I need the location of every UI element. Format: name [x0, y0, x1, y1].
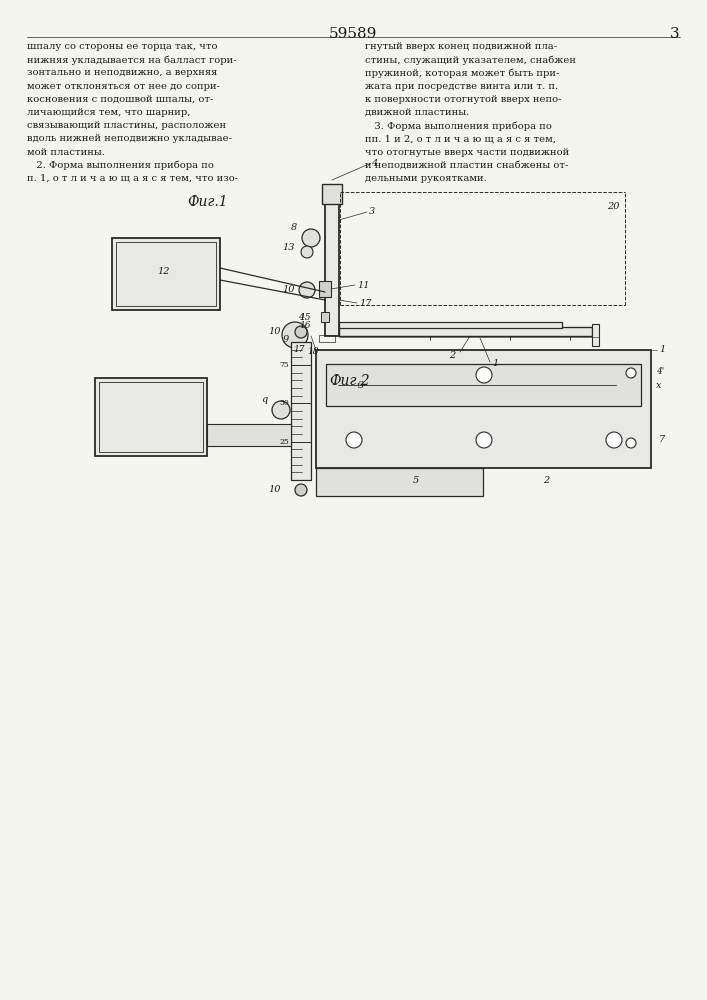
Text: q: q	[261, 395, 267, 404]
Circle shape	[606, 432, 622, 448]
Circle shape	[295, 484, 307, 496]
Circle shape	[295, 326, 307, 338]
Text: 17: 17	[293, 344, 305, 354]
Bar	[95, 378, 207, 456]
Bar	[592, 324, 599, 346]
Bar	[339, 322, 562, 328]
Bar	[316, 468, 483, 496]
Text: мой пластины.: мой пластины.	[27, 148, 105, 157]
Text: 4: 4	[298, 313, 304, 322]
Text: Фиг.2: Фиг.2	[329, 374, 370, 388]
Text: 25: 25	[279, 438, 289, 446]
Circle shape	[272, 401, 290, 419]
Text: 59589: 59589	[329, 27, 378, 41]
Circle shape	[476, 432, 492, 448]
Text: 18: 18	[308, 348, 319, 357]
Text: п. 1, о т л и ч а ю щ а я с я тем, что изо-: п. 1, о т л и ч а ю щ а я с я тем, что и…	[27, 174, 238, 183]
Bar	[291, 342, 311, 480]
Text: 10: 10	[269, 486, 281, 494]
Text: 10: 10	[269, 328, 281, 336]
Bar	[207, 424, 291, 446]
Text: жата при посредстве винта или т. п.: жата при посредстве винта или т. п.	[365, 82, 558, 91]
Circle shape	[346, 432, 362, 448]
Text: 8: 8	[291, 224, 297, 232]
Text: 4: 4	[371, 159, 378, 168]
Text: Фиг.1: Фиг.1	[187, 195, 228, 209]
Circle shape	[476, 367, 492, 383]
Text: 9: 9	[283, 336, 289, 344]
Text: 3: 3	[369, 208, 375, 217]
Bar	[316, 350, 651, 468]
Text: стины, служащий указателем, снабжен: стины, служащий указателем, снабжен	[365, 55, 576, 65]
Text: косновения с подошвой шпалы, от-: косновения с подошвой шпалы, от-	[27, 95, 214, 104]
Text: нижняя укладывается на балласт гори-: нижняя укладывается на балласт гори-	[27, 55, 237, 65]
Text: 15: 15	[300, 312, 311, 322]
Bar	[326, 364, 641, 406]
Text: пружиной, которая может быть при-: пружиной, которая может быть при-	[365, 68, 559, 78]
Text: дельными рукоятками.: дельными рукоятками.	[365, 174, 486, 183]
Bar	[321, 312, 329, 322]
Text: 2. Форма выполнения прибора по: 2. Форма выполнения прибора по	[27, 161, 214, 170]
Text: 1: 1	[659, 346, 665, 355]
Text: шпалу со стороны ее торца так, что: шпалу со стороны ее торца так, что	[27, 42, 218, 51]
Text: 13: 13	[283, 242, 295, 251]
Text: личающийся тем, что шарнир,: личающийся тем, что шарнир,	[27, 108, 190, 117]
Text: 3: 3	[670, 27, 680, 41]
Bar	[319, 281, 331, 297]
Bar	[322, 184, 342, 204]
Text: 1: 1	[492, 360, 498, 368]
Circle shape	[282, 322, 308, 348]
Text: вдоль нижней неподвижно укладывае-: вдоль нижней неподвижно укладывае-	[27, 134, 232, 143]
Bar	[116, 242, 216, 306]
Text: может отклоняться от нее до сопри-: может отклоняться от нее до сопри-	[27, 82, 220, 91]
Circle shape	[626, 368, 636, 378]
Bar	[99, 382, 203, 452]
Circle shape	[626, 438, 636, 448]
Text: к поверхности отогнутой вверх непо-: к поверхности отогнутой вверх непо-	[365, 95, 561, 104]
Text: пп. 1 и 2, о т л и ч а ю щ а я с я тем,: пп. 1 и 2, о т л и ч а ю щ а я с я тем,	[365, 134, 556, 143]
Bar	[112, 238, 220, 310]
Text: 11: 11	[357, 280, 370, 290]
Text: 20: 20	[607, 202, 620, 211]
Text: связывающий пластины, расположен: связывающий пластины, расположен	[27, 121, 226, 130]
Circle shape	[302, 229, 320, 247]
Text: 10: 10	[283, 286, 295, 294]
Text: что отогнутые вверх части подвижной: что отогнутые вверх части подвижной	[365, 148, 569, 157]
Bar	[325, 202, 339, 336]
Bar	[339, 327, 592, 336]
Text: 7: 7	[659, 436, 665, 444]
Text: 17: 17	[359, 298, 371, 308]
Text: x: x	[656, 380, 662, 389]
Text: 2: 2	[449, 351, 455, 360]
Bar	[319, 335, 335, 342]
Text: 5: 5	[413, 476, 419, 485]
Circle shape	[299, 282, 315, 298]
Text: 12: 12	[158, 267, 170, 276]
Text: зонтально и неподвижно, а верхняя: зонтально и неподвижно, а верхняя	[27, 68, 217, 77]
Circle shape	[301, 246, 313, 258]
Text: 2: 2	[543, 476, 549, 485]
Text: гнутый вверх конец подвижной пла-: гнутый вверх конец подвижной пла-	[365, 42, 557, 51]
Text: 3. Форма выполнения прибора по: 3. Форма выполнения прибора по	[365, 121, 552, 131]
Text: 75: 75	[279, 361, 289, 369]
Text: 4': 4'	[656, 366, 665, 375]
Text: 3: 3	[358, 380, 364, 389]
Text: и неподвижной пластин снабжены от-: и неподвижной пластин снабжены от-	[365, 161, 568, 170]
Text: 50: 50	[279, 399, 289, 407]
Text: 16: 16	[300, 320, 311, 330]
Text: движной пластины.: движной пластины.	[365, 108, 469, 117]
